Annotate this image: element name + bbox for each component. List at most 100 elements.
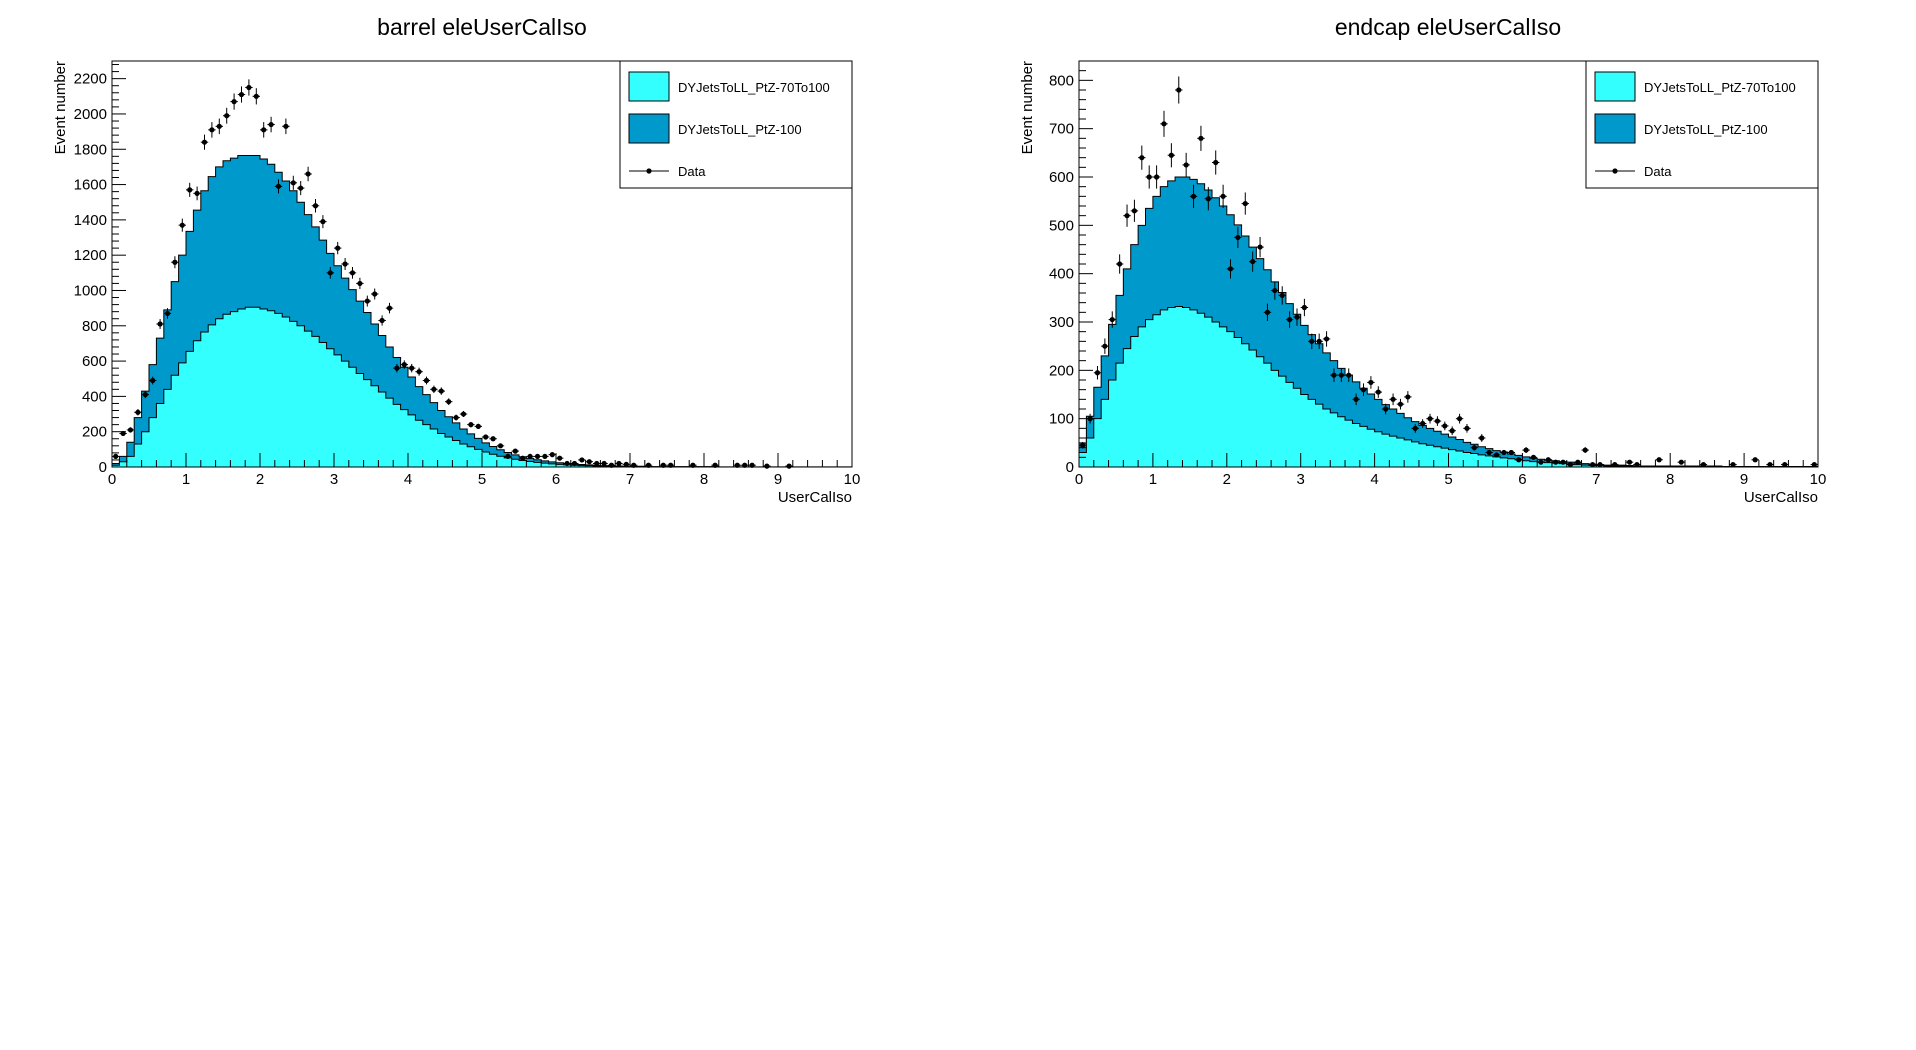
data-marker bbox=[364, 298, 370, 304]
data-marker bbox=[127, 427, 134, 433]
chart-title: endcap eleUserCalIso bbox=[1335, 14, 1561, 40]
x-tick-label: 4 bbox=[404, 471, 412, 488]
data-point bbox=[570, 460, 579, 467]
data-point bbox=[1278, 286, 1286, 305]
legend-label: DYJetsToLL_PtZ-70To100 bbox=[1644, 80, 1796, 95]
data-marker bbox=[246, 84, 252, 91]
data-point bbox=[1418, 419, 1427, 428]
data-marker bbox=[1767, 461, 1773, 468]
data-point bbox=[482, 434, 490, 440]
data-point bbox=[200, 134, 209, 150]
data-marker bbox=[431, 386, 437, 392]
data-marker bbox=[1301, 304, 1307, 311]
data-point bbox=[504, 453, 512, 460]
data-marker bbox=[298, 185, 304, 191]
legend-swatch bbox=[628, 113, 670, 144]
data-point bbox=[141, 391, 149, 399]
data-marker bbox=[1656, 457, 1662, 463]
data-point bbox=[1492, 452, 1501, 458]
legend-data-marker bbox=[1612, 168, 1618, 174]
data-marker bbox=[1109, 316, 1115, 323]
data-marker bbox=[483, 434, 489, 440]
data-marker bbox=[712, 462, 718, 468]
data-point bbox=[215, 118, 223, 135]
data-marker bbox=[261, 127, 267, 133]
data-marker bbox=[423, 377, 430, 384]
data-marker bbox=[616, 460, 622, 467]
y-tick-label: 1000 bbox=[74, 282, 107, 299]
data-marker bbox=[142, 392, 148, 398]
data-point bbox=[297, 181, 305, 196]
data-marker bbox=[1176, 87, 1182, 93]
data-marker bbox=[416, 369, 422, 375]
data-point bbox=[1374, 386, 1382, 398]
data-marker bbox=[668, 462, 674, 468]
data-marker bbox=[786, 463, 792, 469]
data-marker bbox=[564, 460, 570, 467]
data-marker bbox=[1597, 461, 1603, 468]
data-marker bbox=[601, 460, 607, 467]
data-point bbox=[186, 182, 194, 197]
data-marker bbox=[1235, 234, 1241, 241]
data-point bbox=[615, 460, 623, 467]
data-marker bbox=[1080, 442, 1086, 448]
data-marker bbox=[1279, 292, 1285, 299]
data-point bbox=[1559, 459, 1567, 465]
data-point bbox=[541, 453, 549, 460]
data-marker bbox=[1634, 461, 1640, 468]
data-point bbox=[1160, 110, 1168, 137]
data-point bbox=[1315, 333, 1323, 350]
data-point bbox=[274, 179, 283, 194]
data-point bbox=[1611, 461, 1619, 468]
data-point bbox=[311, 199, 320, 213]
y-tick-label: 300 bbox=[1049, 314, 1074, 331]
x-tick-label: 9 bbox=[1740, 471, 1748, 488]
data-point bbox=[1396, 398, 1405, 410]
data-marker bbox=[1553, 459, 1559, 465]
data-marker bbox=[1612, 461, 1618, 468]
data-marker bbox=[1545, 457, 1551, 463]
data-point bbox=[785, 463, 793, 469]
data-marker bbox=[216, 123, 222, 129]
data-marker bbox=[1272, 287, 1278, 294]
data-marker bbox=[1560, 459, 1566, 465]
data-point bbox=[289, 175, 297, 190]
data-point bbox=[163, 308, 172, 319]
data-marker bbox=[1346, 372, 1352, 378]
data-point bbox=[1581, 447, 1589, 453]
data-point bbox=[156, 319, 164, 329]
data-point bbox=[1322, 331, 1331, 347]
data-point bbox=[1359, 383, 1368, 396]
data-marker bbox=[1353, 396, 1359, 402]
data-point bbox=[1537, 459, 1545, 465]
data-point bbox=[1204, 187, 1213, 211]
data-marker bbox=[1250, 258, 1256, 265]
data-marker bbox=[608, 462, 615, 468]
data-point bbox=[193, 186, 201, 201]
data-marker bbox=[1316, 338, 1322, 344]
data-marker bbox=[446, 399, 452, 405]
data-marker bbox=[312, 203, 319, 209]
data-point bbox=[348, 267, 357, 279]
data-marker bbox=[157, 321, 163, 327]
data-point bbox=[622, 461, 630, 467]
x-tick-label: 1 bbox=[1149, 471, 1157, 488]
x-tick-label: 8 bbox=[700, 471, 708, 488]
data-marker bbox=[386, 305, 393, 311]
data-point bbox=[1596, 461, 1604, 468]
data-marker bbox=[1405, 394, 1411, 400]
data-marker bbox=[327, 270, 333, 276]
data-point bbox=[1810, 461, 1818, 468]
x-tick-label: 5 bbox=[1444, 471, 1452, 488]
data-point bbox=[341, 257, 349, 271]
data-point bbox=[489, 436, 497, 442]
data-point bbox=[326, 267, 334, 279]
data-marker bbox=[1198, 135, 1204, 141]
data-marker bbox=[290, 180, 296, 186]
legend-label: Data bbox=[678, 164, 706, 179]
data-point bbox=[237, 86, 246, 103]
x-axis-label: UserCalIso bbox=[1744, 489, 1818, 506]
data-point bbox=[1182, 152, 1190, 177]
data-point bbox=[452, 414, 460, 421]
data-point bbox=[1426, 413, 1434, 424]
